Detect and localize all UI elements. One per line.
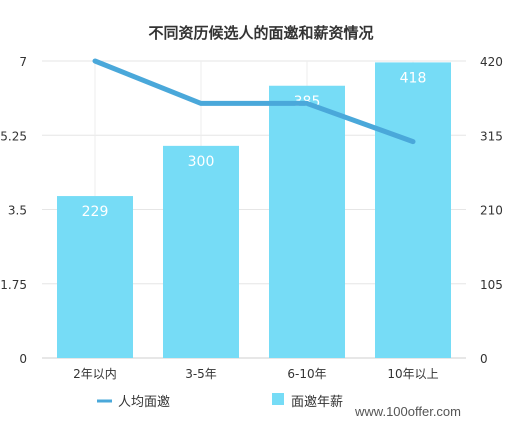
bar <box>163 145 239 358</box>
bar-data-label: 418 <box>400 70 427 86</box>
bar <box>269 85 345 358</box>
x-tick-label: 2年以内 <box>73 367 117 381</box>
legend: 人均面邀 面邀年薪 <box>97 393 343 410</box>
bar <box>57 196 133 358</box>
left-tick-label: 7 <box>19 55 27 69</box>
chart-title: 不同资历候选人的面邀和薪资情况 <box>148 24 373 42</box>
bar <box>375 62 451 359</box>
right-tick-label: 210 <box>480 204 503 218</box>
right-tick-label: 105 <box>480 278 503 292</box>
line-path <box>92 58 416 145</box>
watermark: www.100offer.com <box>355 404 461 419</box>
left-tick-label: 3.5 <box>8 204 27 218</box>
left-tick-label: 5.25 <box>0 129 27 143</box>
legend-bar-label: 面邀年薪 <box>291 395 343 410</box>
right-tick-label: 420 <box>480 55 503 69</box>
right-tick-label: 315 <box>480 129 503 143</box>
bar-series <box>57 62 451 359</box>
legend-bar-swatch <box>272 393 284 405</box>
bar-data-label: 229 <box>82 204 109 220</box>
line-series <box>92 58 416 145</box>
right-tick-label: 0 <box>480 352 488 366</box>
x-tick-label: 3-5年 <box>185 367 217 381</box>
bar-data-label: 300 <box>188 154 215 170</box>
x-axis-ticks: 2年以内 3-5年 6-10年 10年以上 <box>73 367 438 381</box>
left-axis-ticks: 0 1.75 3.5 5.25 7 <box>0 55 27 366</box>
x-tick-label: 6-10年 <box>287 367 326 381</box>
legend-line-label: 人均面邀 <box>118 395 170 410</box>
x-tick-label: 10年以上 <box>387 367 438 381</box>
right-axis-ticks: 0 105 210 315 420 <box>480 55 503 366</box>
left-tick-label: 0 <box>19 352 27 366</box>
left-tick-label: 1.75 <box>0 278 27 292</box>
